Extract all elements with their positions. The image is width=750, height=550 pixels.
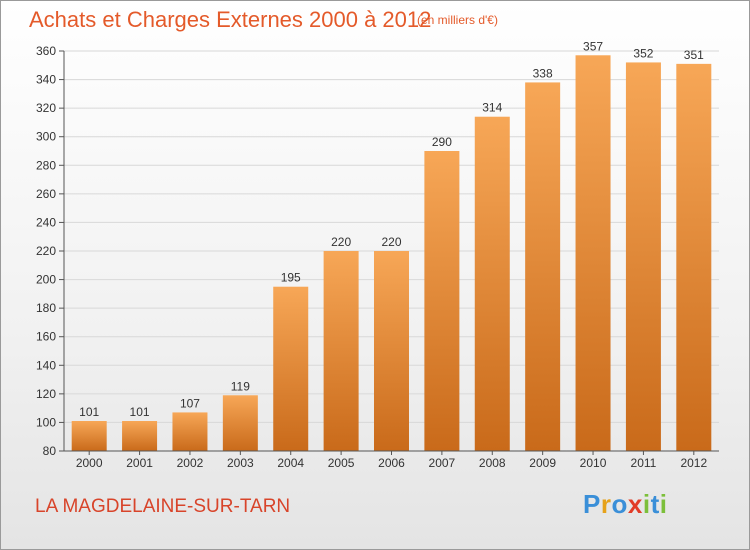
bar-2003 <box>222 395 258 451</box>
y-tick-label: 360 <box>36 44 56 58</box>
y-tick-label: 240 <box>36 215 56 229</box>
logo-letter: o <box>611 489 628 519</box>
x-tick-label: 2003 <box>227 456 254 470</box>
data-label: 351 <box>684 48 704 62</box>
bar-2008 <box>474 116 510 451</box>
bar-2009 <box>525 82 561 451</box>
y-tick-label: 340 <box>36 73 56 87</box>
data-label: 119 <box>231 379 250 393</box>
y-tick-label: 260 <box>36 187 56 201</box>
x-tick-label: 2008 <box>479 456 506 470</box>
commune-name: LA MAGDELAINE-SUR-TARN <box>35 496 291 517</box>
x-tick-label: 2005 <box>328 456 355 470</box>
x-tick-label: 2012 <box>680 456 707 470</box>
y-tick-label: 280 <box>36 158 56 172</box>
chart-title: Achats et Charges Externes 2000 à 2012 <box>29 7 432 32</box>
bars: 101 101 107 119 195 220 220 290 314 338 357 352 351 <box>71 39 712 452</box>
y-tick-label: 80 <box>43 444 57 458</box>
y-tick-label: 300 <box>36 130 56 144</box>
logo-letter: r <box>600 489 612 519</box>
logo-letter: x <box>627 489 643 519</box>
data-label: 220 <box>331 235 351 249</box>
y-tick-label: 160 <box>36 330 56 344</box>
logo-letter: t <box>650 489 660 519</box>
x-tick-label: 2001 <box>126 456 153 470</box>
y-tick-label: 200 <box>36 273 56 287</box>
logo-letter: i <box>642 489 651 519</box>
x-tick-label: 2004 <box>277 456 304 470</box>
logo-letter: i <box>659 489 668 519</box>
bar-2006 <box>374 251 409 451</box>
y-tick-label: 100 <box>36 415 56 429</box>
x-tick-label: 2006 <box>378 456 405 470</box>
data-label: 195 <box>281 271 301 285</box>
bar-2001 <box>122 421 158 451</box>
bar-2011 <box>625 62 661 452</box>
x-tick-label: 2002 <box>177 456 204 470</box>
data-label: 290 <box>432 135 452 149</box>
chart-subtitle: (en milliers d'€) <box>417 13 498 27</box>
bar-2002 <box>172 412 208 451</box>
data-label: 220 <box>381 235 401 249</box>
x-tick-label: 2000 <box>76 456 103 470</box>
bar-2000 <box>71 421 107 451</box>
bar-2012 <box>676 63 712 451</box>
y-tick-label: 180 <box>36 301 56 315</box>
y-tick-label: 120 <box>36 387 56 401</box>
data-label: 314 <box>482 101 502 115</box>
proxiti-logo: Proxiti <box>583 489 667 520</box>
x-tick-label: 2007 <box>429 456 456 470</box>
data-label: 338 <box>533 66 553 80</box>
data-label: 101 <box>79 405 99 419</box>
bar-2007 <box>424 151 460 451</box>
logo-letter: P <box>583 489 601 519</box>
bar-2010 <box>575 55 611 452</box>
data-label: 107 <box>180 396 200 410</box>
x-tick-label: 2009 <box>529 456 556 470</box>
x-tick-label: 2010 <box>580 456 607 470</box>
bar-2005 <box>323 251 359 451</box>
axes: 80 100 120 140 160 180 200 220 240 260 280 300 320 34… <box>36 44 719 470</box>
bar-2004 <box>273 286 309 451</box>
data-label: 357 <box>583 39 603 53</box>
data-label: 352 <box>633 46 653 60</box>
y-tick-label: 140 <box>36 358 56 372</box>
y-tick-label: 220 <box>36 244 56 258</box>
x-tick-label: 2011 <box>631 456 657 470</box>
y-tick-label: 320 <box>36 101 56 115</box>
data-label: 101 <box>130 405 150 419</box>
